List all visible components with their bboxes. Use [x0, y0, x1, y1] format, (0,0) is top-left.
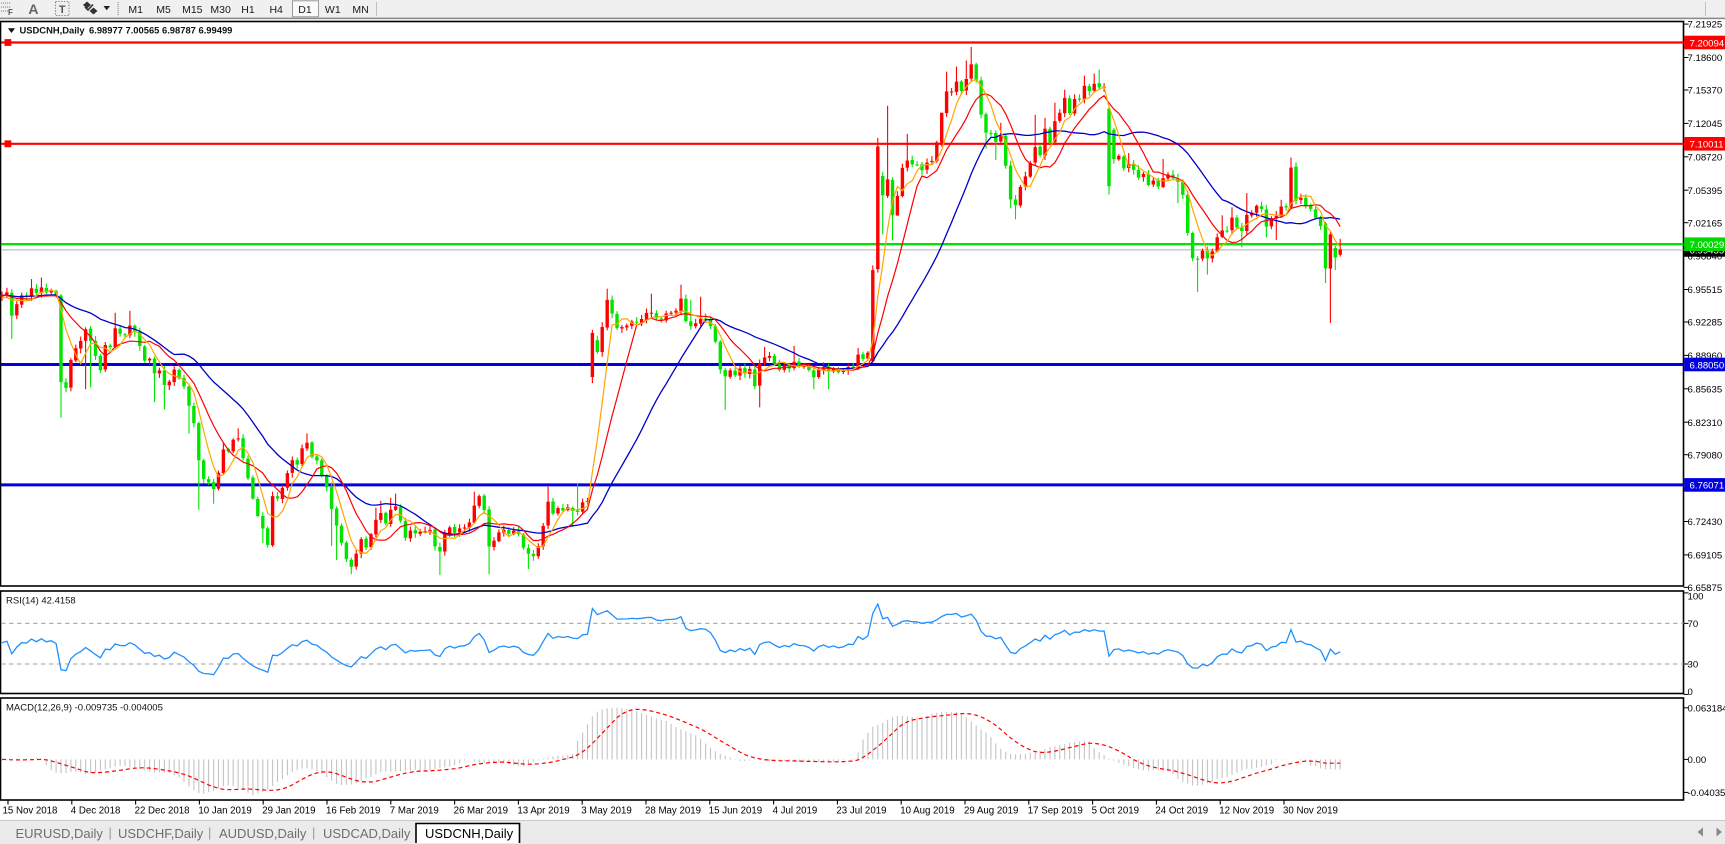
svg-text:AUDUSD,Daily: AUDUSD,Daily: [219, 826, 307, 841]
svg-text:4 Dec 2018: 4 Dec 2018: [71, 805, 121, 816]
svg-text:29 Jan 2019: 29 Jan 2019: [262, 805, 315, 816]
svg-text:6.65875: 6.65875: [1688, 583, 1723, 594]
svg-text:5 Oct 2019: 5 Oct 2019: [1092, 805, 1139, 816]
svg-text:7.21925: 7.21925: [1688, 20, 1723, 31]
svg-text:12 Nov 2019: 12 Nov 2019: [1219, 805, 1274, 816]
svg-text:|: |: [312, 825, 315, 840]
svg-text:10 Jan 2019: 10 Jan 2019: [198, 805, 251, 816]
svg-text:0: 0: [1688, 687, 1693, 698]
svg-text:0.063184: 0.063184: [1688, 703, 1725, 714]
svg-text:6.72430: 6.72430: [1688, 517, 1723, 528]
svg-text:6.95515: 6.95515: [1688, 285, 1723, 296]
svg-text:MN: MN: [352, 4, 368, 16]
svg-text:4 Jul 2019: 4 Jul 2019: [773, 805, 818, 816]
svg-text:EURUSD,Daily: EURUSD,Daily: [16, 826, 104, 841]
svg-text:0.00: 0.00: [1688, 755, 1707, 766]
svg-text:6.98840: 6.98840: [1688, 252, 1723, 263]
svg-text:26 Mar 2019: 26 Mar 2019: [454, 805, 508, 816]
svg-text:6.76071: 6.76071: [1690, 481, 1725, 492]
svg-text:70: 70: [1688, 619, 1699, 630]
svg-text:6.82310: 6.82310: [1688, 418, 1723, 429]
svg-text:7.02165: 7.02165: [1688, 218, 1723, 229]
svg-text:USDCNH,Daily: USDCNH,Daily: [20, 25, 86, 36]
svg-text:7.15370: 7.15370: [1688, 86, 1723, 97]
svg-text:16 Feb 2019: 16 Feb 2019: [326, 805, 380, 816]
svg-text:M15: M15: [182, 4, 203, 16]
svg-text:23 Jul 2019: 23 Jul 2019: [836, 805, 886, 816]
svg-text:USDCNH,Daily: USDCNH,Daily: [425, 826, 514, 841]
svg-text:15 Nov 2018: 15 Nov 2018: [3, 805, 58, 816]
svg-text:6.85635: 6.85635: [1688, 384, 1723, 395]
svg-text:7 Mar 2019: 7 Mar 2019: [390, 805, 439, 816]
svg-text:M30: M30: [210, 4, 231, 16]
svg-text:7.12045: 7.12045: [1688, 119, 1723, 130]
svg-text:A: A: [28, 1, 38, 17]
svg-text:17 Sep 2019: 17 Sep 2019: [1028, 805, 1083, 816]
svg-text:M5: M5: [156, 4, 171, 16]
svg-text:-0.040355: -0.040355: [1688, 788, 1725, 799]
svg-text:D1: D1: [298, 4, 312, 16]
svg-text:T: T: [59, 4, 66, 16]
svg-text:7.18600: 7.18600: [1688, 53, 1723, 64]
svg-text:29 Aug 2019: 29 Aug 2019: [964, 805, 1018, 816]
svg-text:USDCAD,Daily: USDCAD,Daily: [323, 826, 411, 841]
svg-text:RSI(14) 42.4158: RSI(14) 42.4158: [6, 596, 76, 607]
svg-text:USDCHF,Daily: USDCHF,Daily: [118, 826, 204, 841]
svg-text:3 May 2019: 3 May 2019: [581, 805, 632, 816]
svg-text:7.05395: 7.05395: [1688, 186, 1723, 197]
svg-text:7.00029: 7.00029: [1690, 240, 1725, 251]
svg-text:6.98977 7.00565 6.98787 6.9949: 6.98977 7.00565 6.98787 6.99499: [89, 25, 232, 36]
svg-text:|: |: [208, 825, 211, 840]
svg-text:H4: H4: [269, 4, 283, 16]
svg-text:6.92285: 6.92285: [1688, 318, 1723, 329]
svg-text:6.88960: 6.88960: [1688, 351, 1723, 362]
svg-text:|: |: [109, 825, 112, 840]
svg-text:15 Jun 2019: 15 Jun 2019: [709, 805, 762, 816]
svg-text:6.79080: 6.79080: [1688, 450, 1723, 461]
svg-text:MACD(12,26,9) -0.009735 -0.004: MACD(12,26,9) -0.009735 -0.004005: [6, 703, 163, 714]
svg-text:W1: W1: [325, 4, 341, 16]
svg-text:6.88050: 6.88050: [1690, 360, 1725, 371]
svg-text:28 May 2019: 28 May 2019: [645, 805, 701, 816]
svg-text:6.69105: 6.69105: [1688, 551, 1723, 562]
svg-text:13 Apr 2019: 13 Apr 2019: [517, 805, 569, 816]
svg-text:7.20094: 7.20094: [1690, 38, 1725, 49]
svg-text:30: 30: [1688, 660, 1699, 671]
svg-text:7.10011: 7.10011: [1690, 140, 1724, 151]
svg-text:7.08720: 7.08720: [1688, 152, 1723, 163]
svg-text:10 Aug 2019: 10 Aug 2019: [900, 805, 954, 816]
svg-text:30 Nov 2019: 30 Nov 2019: [1283, 805, 1338, 816]
svg-text:H1: H1: [241, 4, 255, 16]
svg-text:M1: M1: [128, 4, 143, 16]
svg-text:6.99455: 6.99455: [1690, 246, 1725, 257]
svg-text:24 Oct 2019: 24 Oct 2019: [1155, 805, 1208, 816]
svg-text:F: F: [8, 8, 13, 17]
svg-text:100: 100: [1688, 592, 1704, 603]
svg-text:22 Dec 2018: 22 Dec 2018: [135, 805, 190, 816]
